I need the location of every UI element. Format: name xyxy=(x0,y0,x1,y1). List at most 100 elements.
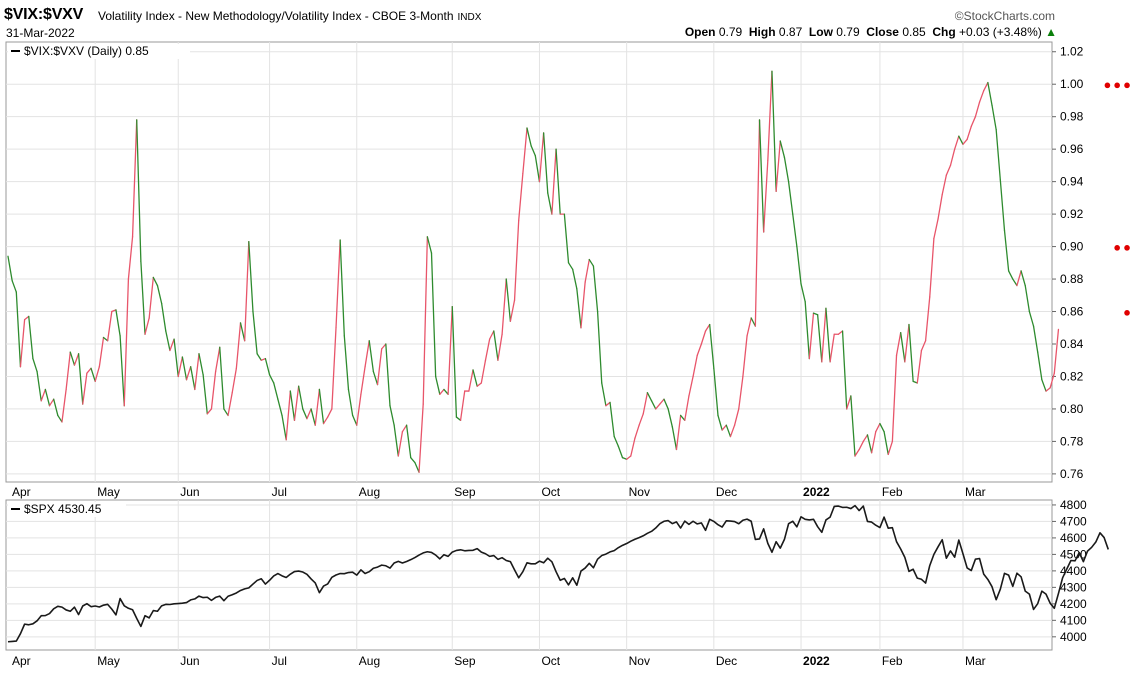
series-segment xyxy=(98,336,105,368)
series-segment xyxy=(534,155,541,183)
series-segment xyxy=(256,353,262,361)
series-segment xyxy=(459,390,466,421)
series-segment xyxy=(875,422,881,433)
y-tick-label: 4600 xyxy=(1060,531,1087,545)
series-segment xyxy=(414,461,420,473)
y-tick-label: 0.94 xyxy=(1060,175,1084,189)
series-segment xyxy=(227,392,233,417)
series-segment xyxy=(945,164,952,176)
series-segment xyxy=(11,280,17,293)
series-segment xyxy=(609,401,615,438)
open-label: Open xyxy=(684,25,716,39)
chart-date: 31-Mar-2022 xyxy=(6,26,75,40)
series-segment xyxy=(1020,270,1026,287)
series-segment xyxy=(812,312,819,316)
series-segment xyxy=(725,424,732,438)
series-segment xyxy=(991,104,997,131)
series-segment xyxy=(131,119,138,238)
series-segment xyxy=(854,448,860,457)
series-segment xyxy=(754,119,761,327)
series-segment xyxy=(57,414,63,423)
series-segment xyxy=(123,278,130,407)
series-segment xyxy=(862,434,869,443)
series-segment xyxy=(418,403,424,473)
series-segment xyxy=(704,323,711,332)
series-segment xyxy=(634,424,640,439)
x-tick-label: Sep xyxy=(454,654,476,668)
series-segment xyxy=(750,317,757,327)
series-segment xyxy=(385,343,391,407)
series-segment xyxy=(1028,310,1035,327)
brand-logo[interactable]: ©StockCharts.com xyxy=(954,9,1055,23)
series-segment xyxy=(650,400,657,410)
series-segment xyxy=(509,299,516,322)
series-segment xyxy=(173,338,179,378)
series-segment xyxy=(584,258,590,283)
series-segment xyxy=(829,333,835,363)
series-segment xyxy=(692,354,698,378)
x-tick-label: Oct xyxy=(541,654,560,668)
up-arrow-icon: ▲ xyxy=(1045,25,1057,39)
series-segment xyxy=(7,255,13,282)
series-segment xyxy=(729,424,736,438)
series-segment xyxy=(480,359,487,384)
series-segment xyxy=(277,398,283,417)
series-segment xyxy=(484,338,491,361)
series-segment xyxy=(974,101,981,118)
series-segment xyxy=(302,408,308,420)
series-segment xyxy=(792,213,798,248)
series-segment xyxy=(281,414,287,441)
series-segment xyxy=(127,236,134,280)
series-segment xyxy=(144,317,150,335)
low-value: 0.79 xyxy=(836,25,860,39)
series-segment xyxy=(389,405,395,426)
series-segment xyxy=(426,236,433,254)
series-segment xyxy=(314,388,321,426)
series-segment xyxy=(667,408,673,428)
series-segment xyxy=(538,132,545,183)
series-segment xyxy=(252,310,258,355)
series-segment xyxy=(376,348,383,386)
series-segment xyxy=(883,431,889,456)
description-text: Volatility Index - New Methodology/Volat… xyxy=(98,9,454,23)
spx-line xyxy=(7,504,1110,643)
series-segment xyxy=(77,353,84,405)
low-label: Low xyxy=(808,25,833,39)
y-tick-label: 4000 xyxy=(1060,630,1087,644)
series-segment xyxy=(61,388,67,423)
series-segment xyxy=(48,398,55,407)
y-tick-label: 4300 xyxy=(1060,580,1087,594)
series-segment xyxy=(987,81,993,106)
series-segment xyxy=(339,239,345,337)
series-segment xyxy=(700,330,707,345)
series-segment xyxy=(310,408,316,426)
series-segment xyxy=(327,408,333,418)
series-segment xyxy=(601,382,607,407)
series-segment xyxy=(962,138,968,145)
series-segment xyxy=(675,414,682,451)
series-segment xyxy=(800,283,806,303)
series-segment xyxy=(547,192,553,215)
close-label: Close xyxy=(866,25,899,39)
chg-value: +0.03 (+3.48%) xyxy=(959,25,1042,39)
series-segment xyxy=(763,159,769,233)
series-segment xyxy=(1016,270,1022,287)
series-segment xyxy=(1049,372,1055,389)
series-segment xyxy=(904,323,910,363)
y-tick-label: 4200 xyxy=(1060,597,1087,611)
y-tick-label: 0.84 xyxy=(1060,337,1084,351)
x-tick-label: Jun xyxy=(180,654,199,668)
series-segment xyxy=(866,434,873,454)
series-segment xyxy=(69,351,76,366)
series-segment xyxy=(638,413,644,426)
series-segment xyxy=(102,336,109,342)
series-segment xyxy=(44,388,51,407)
series-segment xyxy=(671,426,678,451)
series-segment xyxy=(115,309,121,337)
series-segment xyxy=(430,252,437,378)
ratio-panel[interactable]: 0.76 0.78 0.80 0.82 0.84 0.86 0.88 0.90 0.92 0.94… xyxy=(5,41,1133,499)
close-value: 0.85 xyxy=(902,25,926,39)
y-tick-label: 4800 xyxy=(1060,498,1087,512)
